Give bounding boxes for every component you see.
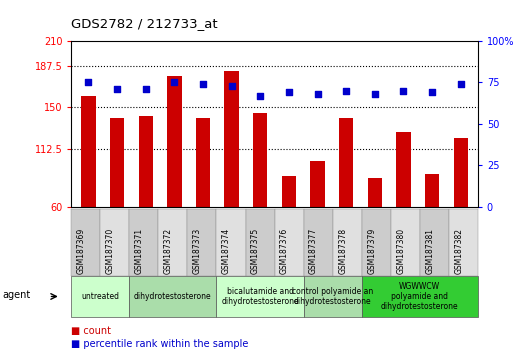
Point xyxy=(428,90,436,95)
Point xyxy=(342,88,351,93)
Text: GSM187375: GSM187375 xyxy=(251,228,260,274)
Bar xyxy=(396,132,411,207)
Bar xyxy=(196,118,210,207)
Bar xyxy=(310,160,325,207)
Bar xyxy=(339,118,353,207)
Text: GSM187382: GSM187382 xyxy=(454,228,464,274)
Bar xyxy=(367,178,382,207)
Point xyxy=(84,79,93,85)
Point xyxy=(285,90,293,95)
Point xyxy=(228,83,236,88)
Bar xyxy=(425,174,439,207)
Point xyxy=(199,81,207,87)
Text: GSM187381: GSM187381 xyxy=(425,228,435,274)
Text: GSM187371: GSM187371 xyxy=(135,228,144,274)
Text: GSM187370: GSM187370 xyxy=(106,228,115,274)
Text: GSM187377: GSM187377 xyxy=(309,228,318,274)
Text: ■ percentile rank within the sample: ■ percentile rank within the sample xyxy=(71,339,249,349)
Text: GSM187374: GSM187374 xyxy=(222,228,231,274)
Bar xyxy=(138,116,153,207)
Text: dihydrotestosterone: dihydrotestosterone xyxy=(134,292,212,301)
Text: ■ count: ■ count xyxy=(71,326,111,336)
Bar xyxy=(224,71,239,207)
Bar xyxy=(454,138,468,207)
Text: agent: agent xyxy=(3,290,31,300)
Bar xyxy=(81,96,96,207)
Text: GDS2782 / 212733_at: GDS2782 / 212733_at xyxy=(71,17,218,30)
Point xyxy=(456,81,465,87)
Point xyxy=(313,91,322,97)
Point xyxy=(113,86,121,92)
Text: GSM187376: GSM187376 xyxy=(280,228,289,274)
Text: GSM187378: GSM187378 xyxy=(338,228,347,274)
Point xyxy=(170,79,178,85)
Text: GSM187372: GSM187372 xyxy=(164,228,173,274)
Text: GSM187369: GSM187369 xyxy=(77,228,86,274)
Bar xyxy=(110,118,124,207)
Point xyxy=(256,93,265,98)
Text: GSM187373: GSM187373 xyxy=(193,228,202,274)
Bar xyxy=(167,76,182,207)
Text: GSM187379: GSM187379 xyxy=(367,228,376,274)
Text: control polyamide an
dihydrotestosterone: control polyamide an dihydrotestosterone xyxy=(292,287,373,306)
Text: GSM187380: GSM187380 xyxy=(396,228,406,274)
Bar xyxy=(253,113,267,207)
Point xyxy=(399,88,408,93)
Bar xyxy=(282,176,296,207)
Text: untreated: untreated xyxy=(81,292,119,301)
Text: bicalutamide and
dihydrotestosterone: bicalutamide and dihydrotestosterone xyxy=(221,287,299,306)
Point xyxy=(371,91,379,97)
Point xyxy=(142,86,150,92)
Text: WGWWCW
polyamide and
dihydrotestosterone: WGWWCW polyamide and dihydrotestosterone xyxy=(381,281,459,312)
